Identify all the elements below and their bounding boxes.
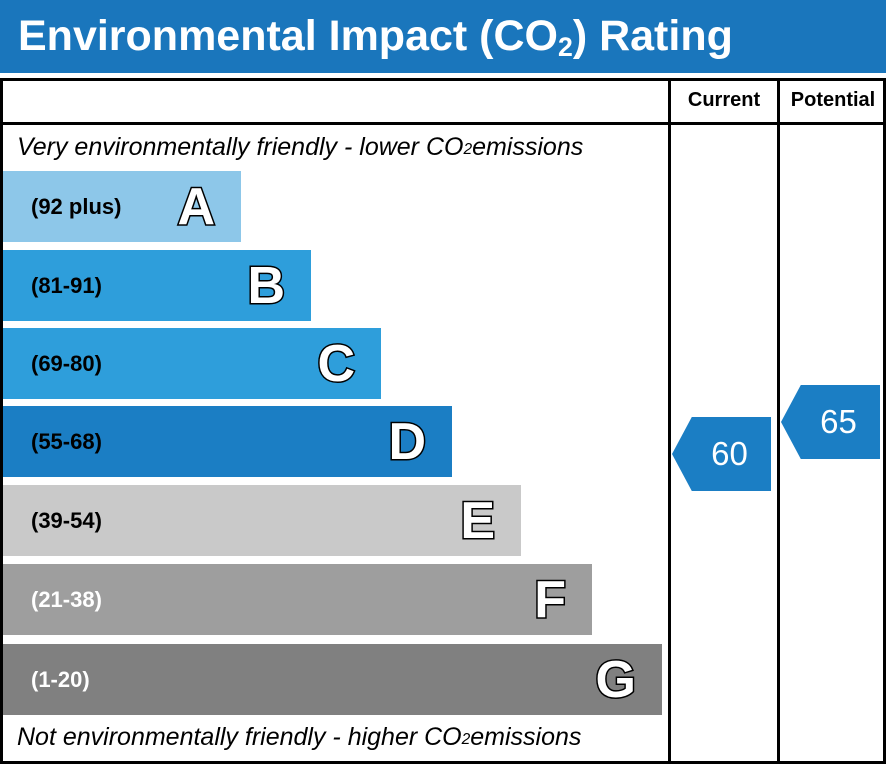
bottom-note-text: Not environmentally friendly - higher CO: [17, 722, 462, 751]
current-rating-value: 60: [711, 435, 748, 472]
band-letter: E: [459, 491, 497, 550]
band-range-label: (69-80): [31, 350, 102, 376]
band-letter: C: [316, 334, 357, 393]
band-range-label: (92 plus): [31, 193, 122, 219]
band-letter: A: [176, 177, 217, 236]
title-bar: Environmental Impact (CO2) Rating: [0, 0, 886, 73]
current-rating-arrow: 60: [672, 417, 771, 491]
band-row-b: (81-91) B: [3, 250, 311, 321]
current-column-header: Current: [687, 88, 761, 111]
top-note-suffix: emissions: [472, 132, 584, 161]
bottom-note-suffix: emissions: [470, 722, 582, 751]
page-title-text: Environmental Impact (CO: [18, 12, 558, 60]
page-title-suffix: ) Rating: [572, 12, 733, 60]
band-row-f: (21-38) F: [3, 564, 592, 635]
band-range-label: (1-20): [31, 666, 90, 692]
page-title-subscript: 2: [557, 31, 573, 62]
band-row-a: (92 plus) A: [3, 171, 241, 242]
bottom-note: Not environmentally friendly - higher CO…: [17, 719, 581, 755]
potential-rating-arrow: 65: [781, 385, 880, 459]
top-note-subscript: 2: [463, 141, 473, 159]
top-note-text: Very environmentally friendly - lower CO: [17, 132, 464, 161]
band-row-d: (55-68) D: [3, 406, 452, 477]
band-range-label: (81-91): [31, 272, 102, 298]
bottom-note-subscript: 2: [461, 731, 471, 749]
potential-column-header: Potential: [790, 88, 876, 111]
band-range-label: (39-54): [31, 507, 102, 533]
band-letter: F: [533, 570, 568, 629]
column-divider-main-current: [668, 78, 671, 764]
band-letter: B: [246, 256, 287, 315]
band-row-c: (69-80) C: [3, 328, 381, 399]
top-note: Very environmentally friendly - lower CO…: [17, 129, 583, 165]
band-row-e: (39-54) E: [3, 485, 521, 556]
band-range-label: (55-68): [31, 428, 102, 454]
band-letter: G: [594, 650, 637, 709]
band-row-g: (1-20) G: [3, 644, 662, 715]
potential-rating-value: 65: [820, 403, 857, 440]
band-range-label: (21-38): [31, 586, 102, 612]
column-divider-current-potential: [777, 78, 780, 764]
band-letter: D: [387, 412, 428, 471]
header-row-underline: [0, 122, 886, 125]
page-title: Environmental Impact (CO2) Rating: [0, 12, 733, 62]
